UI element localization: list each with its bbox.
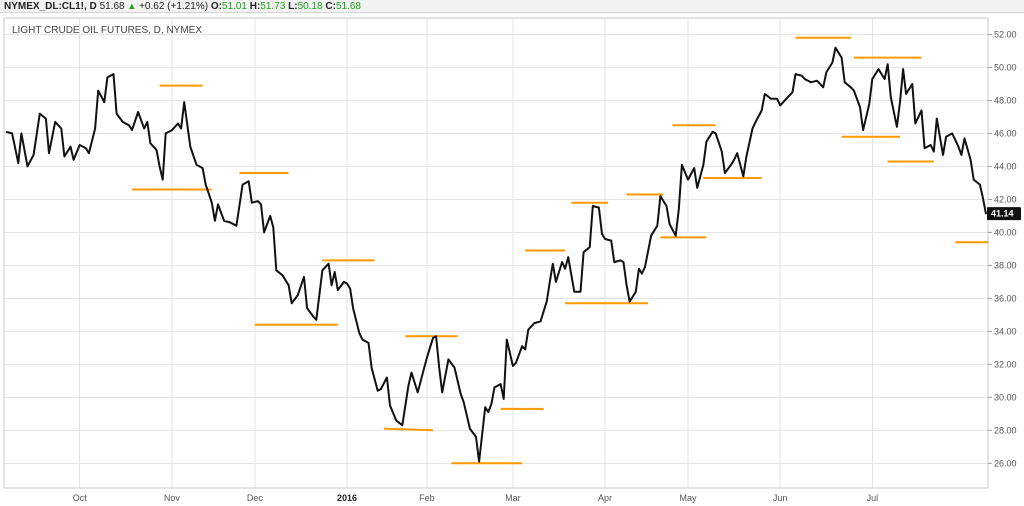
price-chart[interactable]: LIGHT CRUDE OIL FUTURES, D, NYMEX 26.002…	[0, 13, 1024, 506]
time-axis[interactable]: Oct Nov Dec 2016 Feb Mar Apr May Jun Jul	[73, 493, 878, 503]
plot-frame	[3, 17, 989, 489]
x-tick-label: 2016	[337, 493, 357, 503]
x-tick-label: Dec	[247, 493, 264, 503]
x-tick-label: Feb	[419, 493, 435, 503]
last-price-box	[987, 207, 1021, 221]
symbol-header: NYMEX_DL:CL1!, D 51.68 ▲ +0.62 (+1.21%) …	[0, 0, 1024, 13]
x-tick-label: Oct	[73, 493, 88, 503]
close-label: C:	[325, 1, 336, 12]
y-tick-label: 42.00	[994, 194, 1017, 204]
y-tick-label: 30.00	[994, 392, 1017, 402]
up-arrow-icon: ▲	[127, 1, 137, 11]
support-resistance-levels	[131, 36, 990, 465]
y-tick-label: 40.00	[994, 227, 1017, 237]
last-price-marker: 41.14	[987, 207, 1021, 221]
y-tick-label: 38.00	[994, 260, 1017, 270]
y-tick-label: 34.00	[994, 326, 1017, 336]
y-tick-label: 48.00	[994, 95, 1017, 105]
x-tick-label: May	[679, 493, 697, 503]
last-price: 51.68	[99, 1, 125, 12]
y-tick-label: 52.00	[994, 29, 1017, 39]
y-tick-label: 36.00	[994, 293, 1017, 303]
x-tick-label: Jun	[773, 493, 788, 503]
y-tick-label: 26.00	[994, 458, 1017, 468]
price-series-line	[5, 46, 987, 463]
x-tick-label: Apr	[598, 493, 612, 503]
price-change: +0.62 (+1.21%)	[139, 1, 209, 12]
chart-title: LIGHT CRUDE OIL FUTURES, D, NYMEX	[12, 25, 202, 36]
y-tick-label: 46.00	[994, 128, 1017, 138]
open-value: 51.01	[221, 1, 247, 12]
low-label: L:	[288, 1, 298, 12]
low-value: 50.18	[297, 1, 323, 12]
open-label: O:	[210, 1, 222, 12]
x-tick-label: Mar	[505, 493, 521, 503]
x-tick-label: Nov	[164, 493, 181, 503]
close-value: 51.68	[335, 1, 361, 12]
y-tick-label: 28.00	[994, 425, 1017, 435]
y-tick-label: 50.00	[994, 62, 1017, 72]
y-tick-label: 32.00	[994, 359, 1017, 369]
x-tick-label: Jul	[867, 493, 879, 503]
high-label: H:	[249, 1, 261, 12]
y-tick-label: 44.00	[994, 161, 1017, 171]
plot-area[interactable]	[4, 18, 988, 488]
last-price-label: 41.14	[991, 209, 1014, 219]
price-axis[interactable]: 26.00 28.00 30.00 32.00 34.00 36.00 38.00 40.00…	[988, 29, 1017, 468]
grid	[4, 18, 988, 488]
level-line	[383, 427, 434, 432]
high-value: 51.73	[260, 1, 286, 12]
symbol-name[interactable]: NYMEX_DL:CL1!, D	[4, 1, 97, 12]
